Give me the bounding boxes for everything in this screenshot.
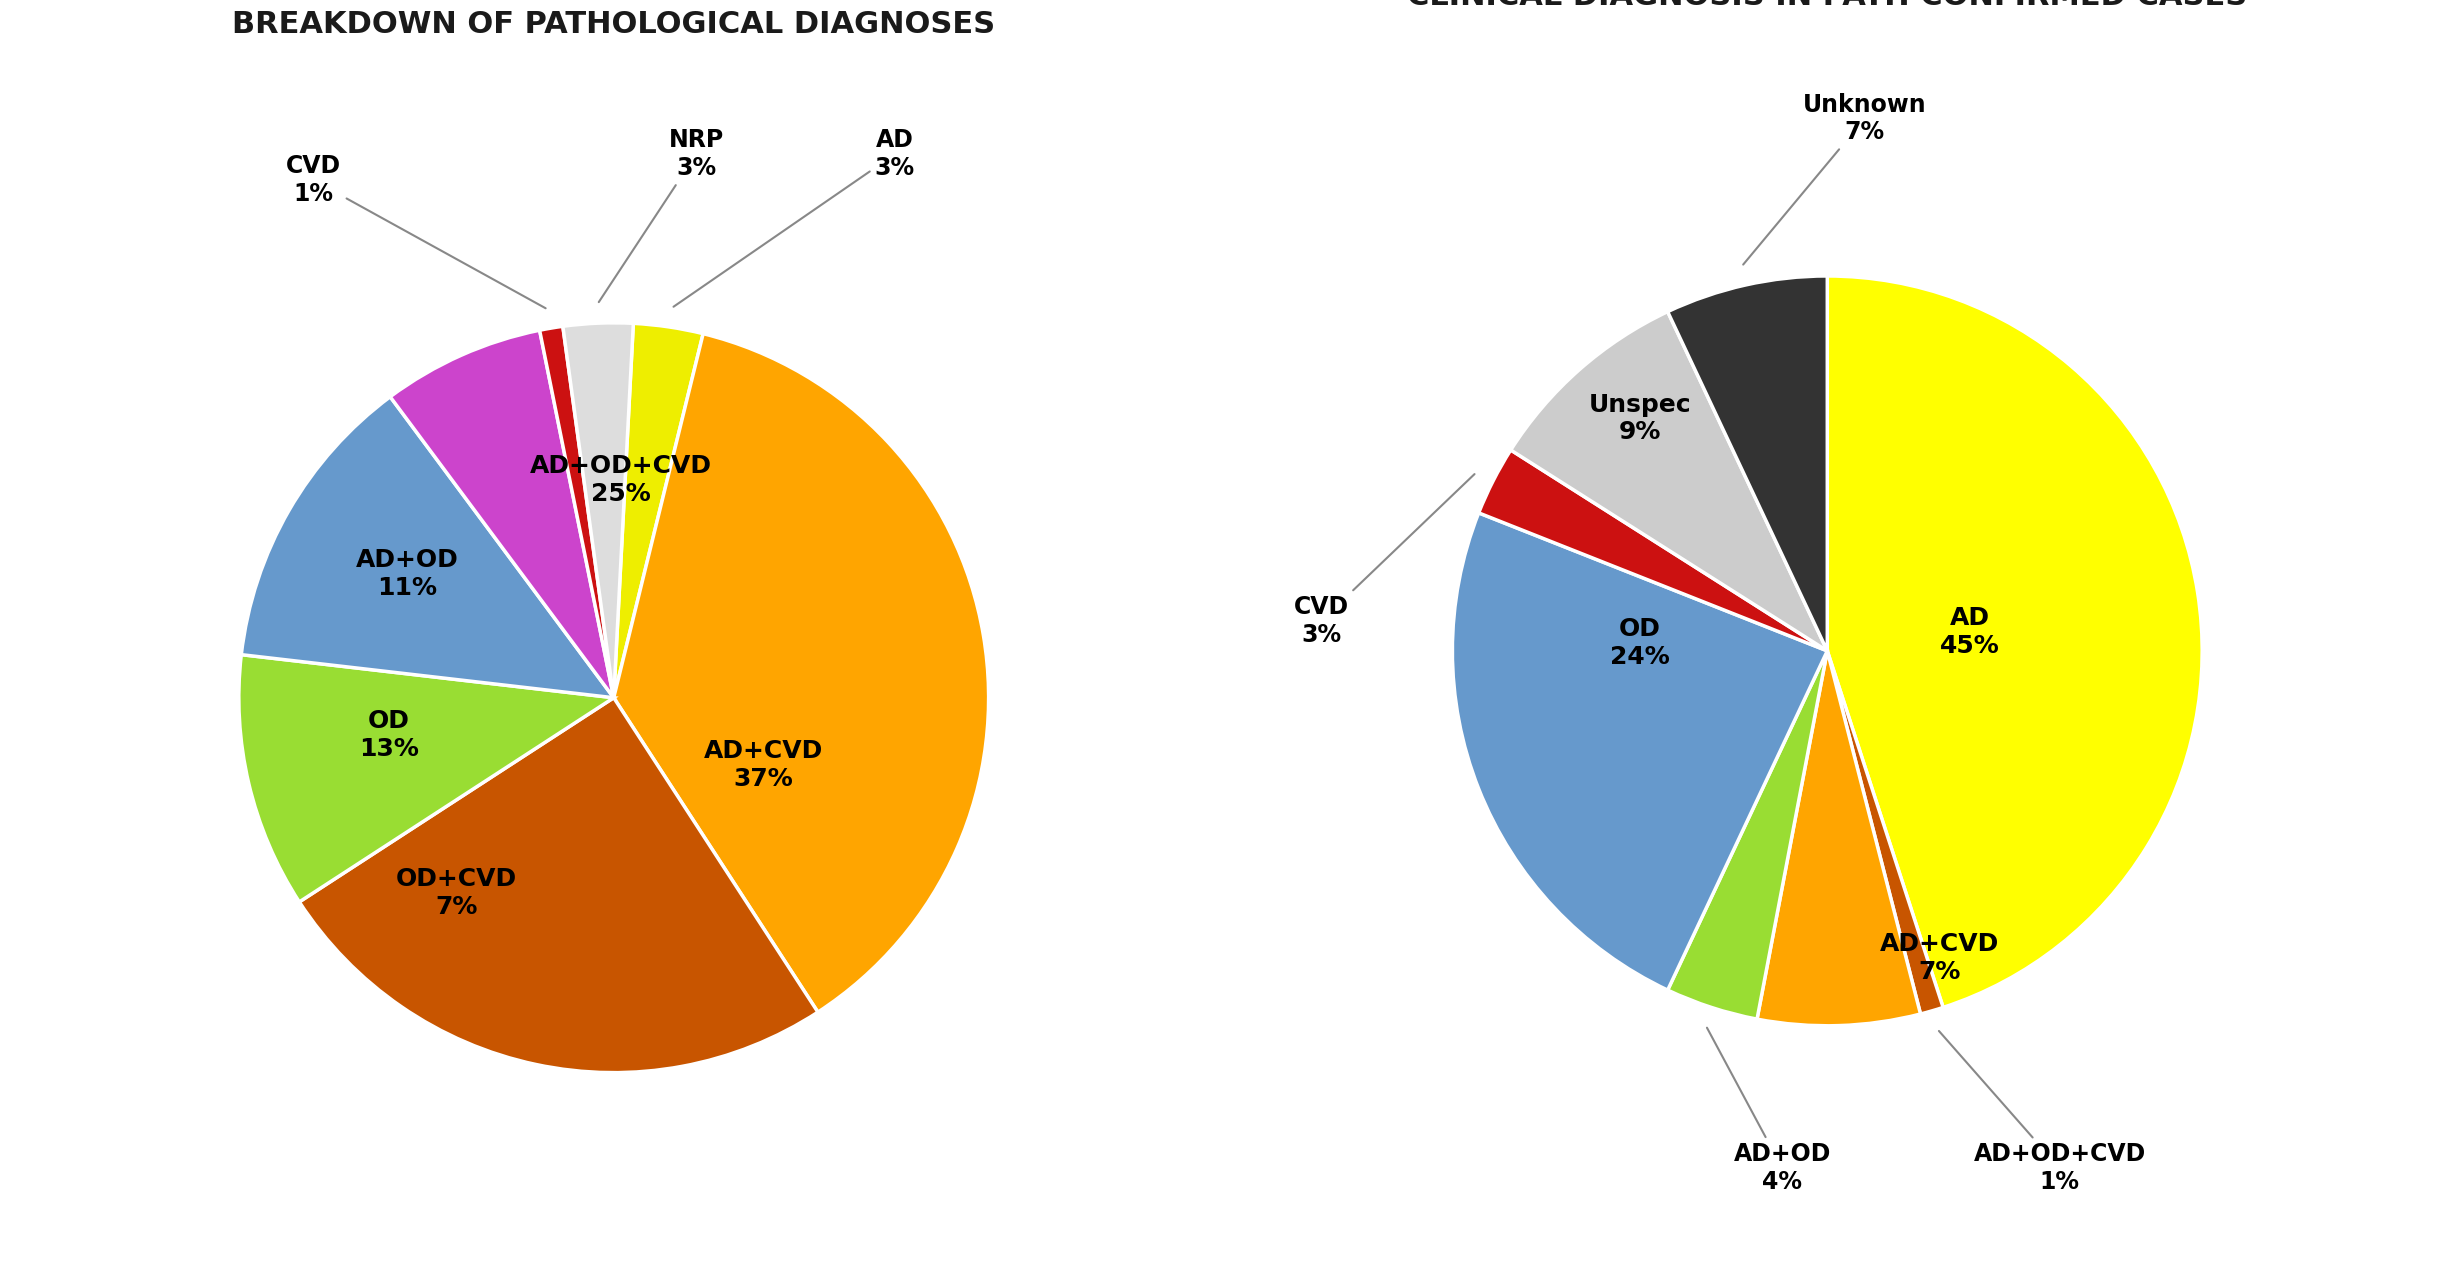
Wedge shape xyxy=(391,330,613,698)
Wedge shape xyxy=(539,326,613,698)
Wedge shape xyxy=(1828,650,1943,1014)
Text: AD+OD+CVD
1%: AD+OD+CVD 1% xyxy=(1938,1032,2146,1194)
Text: Unspec
9%: Unspec 9% xyxy=(1589,393,1692,444)
Wedge shape xyxy=(239,654,613,902)
Wedge shape xyxy=(1828,276,2202,1007)
Text: AD
3%: AD 3% xyxy=(674,128,915,307)
Text: AD+CVD
7%: AD+CVD 7% xyxy=(1880,933,1999,984)
Text: CVD
1%: CVD 1% xyxy=(286,154,547,308)
Text: OD+CVD
7%: OD+CVD 7% xyxy=(395,867,517,919)
Wedge shape xyxy=(1667,276,1828,650)
Text: NRP
3%: NRP 3% xyxy=(598,128,725,302)
Title: CLINICAL DIAGNOSIS IN PATH CONFIRMED CASES: CLINICAL DIAGNOSIS IN PATH CONFIRMED CAS… xyxy=(1406,0,2248,10)
Text: OD
13%: OD 13% xyxy=(359,709,420,761)
Title: BREAKDOWN OF PATHOLOGICAL DIAGNOSES: BREAKDOWN OF PATHOLOGICAL DIAGNOSES xyxy=(232,10,996,38)
Wedge shape xyxy=(300,698,818,1073)
Text: AD+CVD
37%: AD+CVD 37% xyxy=(703,739,823,792)
Wedge shape xyxy=(613,323,703,698)
Wedge shape xyxy=(564,323,632,698)
Wedge shape xyxy=(1479,450,1828,650)
Text: CVD
3%: CVD 3% xyxy=(1294,475,1474,647)
Text: Unknown
7%: Unknown 7% xyxy=(1743,92,1926,264)
Text: AD
45%: AD 45% xyxy=(1941,607,1999,658)
Text: AD+OD
4%: AD+OD 4% xyxy=(1706,1028,1831,1194)
Wedge shape xyxy=(1667,650,1828,1019)
Text: AD+OD+CVD
25%: AD+OD+CVD 25% xyxy=(530,454,713,507)
Wedge shape xyxy=(1452,513,1828,990)
Wedge shape xyxy=(613,334,989,1012)
Text: AD+OD
11%: AD+OD 11% xyxy=(356,548,459,600)
Text: OD
24%: OD 24% xyxy=(1611,617,1670,670)
Wedge shape xyxy=(242,396,613,698)
Wedge shape xyxy=(1758,650,1921,1026)
Wedge shape xyxy=(1511,312,1828,650)
